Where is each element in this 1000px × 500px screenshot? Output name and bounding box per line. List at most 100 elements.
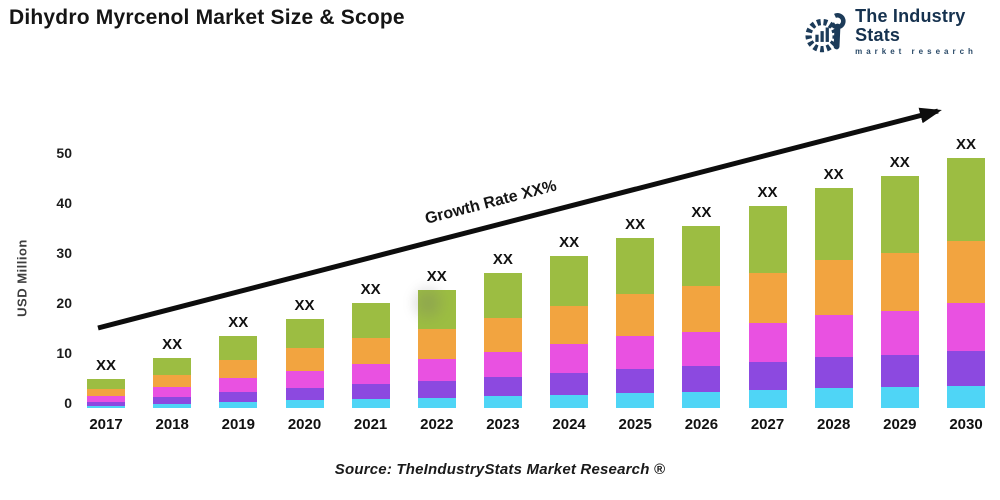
bar-2025-segment-magenta bbox=[616, 336, 655, 369]
bar-2024-segment-magenta bbox=[550, 344, 589, 373]
bar-2018-segment-green bbox=[153, 358, 192, 375]
bar-2023-segment-purple bbox=[483, 377, 522, 396]
bar-2026-segment-cyan bbox=[682, 391, 721, 408]
bar-2027-segment-cyan bbox=[748, 390, 787, 408]
x-tick-2027: 2027 bbox=[750, 416, 785, 433]
bar-value-label-2029: XX bbox=[889, 153, 910, 171]
bar-2017-segment-purple bbox=[87, 401, 125, 406]
bar-2021-segment-purple bbox=[351, 384, 390, 399]
bar-2026-segment-magenta bbox=[682, 331, 721, 366]
logo-tagline: market research bbox=[855, 47, 977, 57]
y-tick-50: 50 bbox=[56, 145, 72, 161]
bar-2025-segment-cyan bbox=[616, 392, 655, 408]
x-tick-2026: 2026 bbox=[684, 416, 719, 433]
bar-2029-segment-purple bbox=[880, 354, 919, 387]
x-tick-2017: 2017 bbox=[89, 416, 123, 433]
bar-2022-segment-cyan bbox=[417, 397, 456, 408]
bar-2026-segment-purple bbox=[682, 366, 721, 392]
bar-value-label-2021: XX bbox=[360, 281, 381, 298]
y-tick-20: 20 bbox=[56, 295, 72, 311]
bar-2017-segment-green bbox=[87, 378, 125, 389]
bar-2027-segment-green bbox=[748, 205, 787, 273]
gear-wrench-icon bbox=[805, 13, 846, 53]
bar-2018-segment-magenta bbox=[153, 387, 192, 397]
bar-value-label-2017: XX bbox=[95, 356, 116, 374]
bar-2021-segment-green bbox=[351, 303, 390, 338]
bar-value-label-2019: XX bbox=[228, 313, 249, 331]
bar-2030-segment-purple bbox=[947, 350, 985, 386]
bar-2021-segment-cyan bbox=[351, 398, 390, 408]
bar-2024-segment-orange bbox=[550, 306, 589, 344]
x-tick-2029: 2029 bbox=[883, 416, 917, 433]
bar-2027-segment-magenta bbox=[748, 323, 787, 362]
bar-2025-segment-orange bbox=[616, 293, 655, 336]
bar-2030-segment-magenta bbox=[947, 303, 985, 351]
y-tick-40: 40 bbox=[56, 195, 72, 211]
bar-2028-segment-magenta bbox=[814, 315, 853, 357]
bar-2017-segment-magenta bbox=[87, 396, 125, 402]
bar-2027-segment-orange bbox=[748, 272, 787, 323]
x-tick-2021: 2021 bbox=[353, 416, 388, 433]
bar-2020-segment-magenta bbox=[285, 370, 324, 388]
x-tick-2030: 2030 bbox=[949, 416, 983, 433]
bar-2021-segment-magenta bbox=[351, 364, 390, 384]
bar-value-label-2018: XX bbox=[162, 336, 183, 353]
bar-value-label-2023: XX bbox=[492, 251, 513, 268]
bar-2030-segment-green bbox=[947, 158, 985, 241]
x-tick-2018: 2018 bbox=[155, 416, 189, 433]
bar-2019-segment-cyan bbox=[219, 401, 258, 408]
bar-2024-segment-purple bbox=[550, 373, 589, 395]
bar-2017-segment-cyan bbox=[87, 405, 125, 408]
bar-value-label-2025: XX bbox=[625, 215, 646, 233]
bar-2030-segment-cyan bbox=[947, 385, 985, 408]
bar-2018-segment-orange bbox=[153, 374, 192, 387]
bar-2020-segment-green bbox=[285, 318, 324, 348]
bar-2019-segment-purple bbox=[219, 391, 258, 402]
y-axis-label: USD Million bbox=[14, 239, 30, 317]
bar-2022-segment-magenta bbox=[417, 358, 456, 381]
bar-2028-segment-orange bbox=[814, 260, 853, 315]
bar-2026-segment-green bbox=[682, 225, 721, 286]
logo-text: The Industry Stats market research bbox=[855, 7, 1000, 56]
bar-2018-segment-cyan bbox=[153, 403, 192, 408]
bar-2029-segment-orange bbox=[880, 252, 919, 311]
bar-2024-segment-green bbox=[550, 255, 589, 306]
bar-2024-segment-cyan bbox=[550, 394, 589, 408]
x-tick-2020: 2020 bbox=[287, 416, 322, 433]
x-tick-2028: 2028 bbox=[817, 416, 851, 433]
y-tick-0: 0 bbox=[64, 395, 72, 411]
smudge-artifact bbox=[399, 272, 457, 334]
bar-2029-segment-magenta bbox=[880, 310, 919, 355]
bar-2023-segment-cyan bbox=[483, 396, 522, 408]
bar-2017-segment-orange bbox=[87, 388, 125, 396]
bar-2028-segment-cyan bbox=[814, 388, 853, 408]
bar-2029-segment-green bbox=[880, 175, 919, 253]
bar-2022-segment-purple bbox=[417, 381, 456, 398]
bar-2020-segment-cyan bbox=[285, 400, 324, 408]
source-note: Source: TheIndustryStats Market Research… bbox=[334, 461, 666, 478]
y-tick-30: 30 bbox=[56, 245, 72, 261]
bar-2026-segment-orange bbox=[682, 286, 721, 332]
bar-2019-segment-green bbox=[219, 335, 258, 360]
page-title: Dihydro Myrcenol Market Size & Scope bbox=[9, 6, 405, 29]
bar-2019-segment-magenta bbox=[219, 377, 258, 392]
x-tick-2019: 2019 bbox=[221, 416, 255, 433]
bar-2019-segment-orange bbox=[219, 359, 258, 378]
x-tick-2024: 2024 bbox=[552, 416, 586, 433]
bar-2025-segment-purple bbox=[616, 368, 655, 393]
bar-2020-segment-purple bbox=[285, 387, 324, 400]
brand-logo: The Industry Stats market research bbox=[805, 6, 1000, 58]
logo-name: The Industry Stats bbox=[855, 6, 966, 46]
bar-value-label-2024: XX bbox=[559, 233, 580, 251]
bar-2023-segment-magenta bbox=[483, 351, 522, 377]
bar-value-label-2028: XX bbox=[823, 165, 844, 183]
bar-value-label-2026: XX bbox=[691, 203, 712, 221]
bar-2025-segment-green bbox=[616, 237, 655, 294]
x-tick-2023: 2023 bbox=[486, 416, 520, 433]
bar-2022-segment-orange bbox=[417, 329, 456, 359]
bar-2030-segment-orange bbox=[947, 240, 985, 303]
bar-2027-segment-purple bbox=[748, 361, 787, 390]
bar-2028-segment-purple bbox=[814, 357, 853, 388]
bar-2021-segment-orange bbox=[351, 337, 390, 364]
